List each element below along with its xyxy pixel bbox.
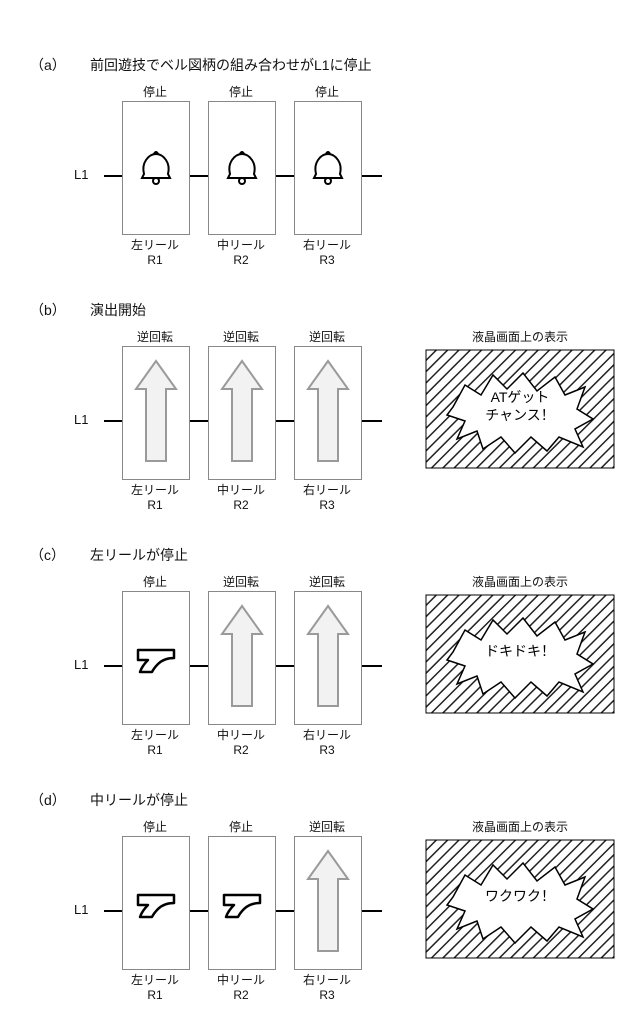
lcd-panel: 液晶画面上の表示 ATゲットチャンス！ [425,328,615,474]
section-label: （c） [30,545,65,565]
section-title: 中リールが停止 [90,790,188,810]
reel-2 [208,346,276,480]
reel-top-label: 逆回転 [208,573,274,590]
reel-top-label: 停止 [208,83,274,100]
section-title: 演出開始 [90,300,146,320]
section-label: （a） [30,55,66,75]
reel-3 [294,101,362,235]
reel-1 [122,346,190,480]
reel-area: L1停止左リールR1停止中リールR2逆回転右リールR3 [112,818,372,993]
reel-bottom-label: 右リールR3 [294,728,360,758]
winline-label: L1 [74,902,88,917]
reel-bottom-label: 中リールR2 [208,973,274,1003]
section-label: （b） [30,300,66,320]
lcd-panel: 液晶画面上の表示ドキドキ！ [425,573,615,719]
reel-bottom-label: 右リールR3 [294,238,360,268]
svg-text:ドキドキ！: ドキドキ！ [485,643,555,659]
reel-top-label: 停止 [122,573,188,590]
section-title: 左リールが停止 [90,545,188,565]
reel-3 [294,836,362,970]
reel-1 [122,836,190,970]
reel-2 [208,836,276,970]
bell-icon [123,102,189,234]
up-arrow-icon [209,347,275,479]
svg-text:ワクワク！: ワクワク！ [485,888,555,904]
reel-1 [122,591,190,725]
lcd-heading: 液晶画面上の表示 [425,818,615,835]
reel-area: L1停止左リールR1停止中リールR2停止右リールR3 [112,83,372,258]
bell-icon [209,102,275,234]
reel-top-label: 停止 [122,83,188,100]
reel-bottom-label: 左リールR1 [122,728,188,758]
reel-top-label: 逆回転 [208,328,274,345]
lcd-display: ドキドキ！ [425,594,615,714]
reel-area: L1逆回転左リールR1逆回転中リールR2逆回転右リールR3 [112,328,372,503]
section-c: （c）左リールが停止L1停止左リールR1逆回転中リールR2逆回転右リールR3液晶… [30,545,620,755]
section-d: （d）中リールが停止L1停止左リールR1停止中リールR2逆回転右リールR3液晶画… [30,790,620,1000]
reel-top-label: 逆回転 [122,328,188,345]
up-arrow-icon [295,347,361,479]
section-a: （a）前回遊技でベル図柄の組み合わせがL1に停止L1停止左リールR1停止中リール… [30,55,620,265]
reel-1 [122,101,190,235]
up-arrow-icon [123,347,189,479]
reel-top-label: 逆回転 [294,818,360,835]
reel-2 [208,101,276,235]
svg-text:ATゲット: ATゲット [491,389,550,405]
reel-top-label: 停止 [294,83,360,100]
reel-3 [294,346,362,480]
reel-bottom-label: 中リールR2 [208,728,274,758]
reel-bottom-label: 左リールR1 [122,483,188,513]
reel-top-label: 停止 [208,818,274,835]
seven-icon [209,837,275,969]
section-title: 前回遊技でベル図柄の組み合わせがL1に停止 [90,55,372,75]
lcd-heading: 液晶画面上の表示 [425,328,615,345]
seven-icon [123,592,189,724]
lcd-panel: 液晶画面上の表示ワクワク！ [425,818,615,964]
lcd-heading: 液晶画面上の表示 [425,573,615,590]
lcd-display: ワクワク！ [425,839,615,959]
reel-bottom-label: 中リールR2 [208,483,274,513]
winline-label: L1 [74,412,88,427]
section-label: （d） [30,790,66,810]
up-arrow-icon [295,837,361,969]
bell-icon [295,102,361,234]
reel-bottom-label: 右リールR3 [294,483,360,513]
reel-top-label: 停止 [122,818,188,835]
winline-label: L1 [74,167,88,182]
lcd-display: ATゲットチャンス！ [425,349,615,469]
winline-label: L1 [74,657,88,672]
up-arrow-icon [295,592,361,724]
seven-icon [123,837,189,969]
reel-top-label: 逆回転 [294,328,360,345]
reel-3 [294,591,362,725]
reel-bottom-label: 左リールR1 [122,973,188,1003]
up-arrow-icon [209,592,275,724]
section-b: （b）演出開始L1逆回転左リールR1逆回転中リールR2逆回転右リールR3液晶画面… [30,300,620,510]
reel-bottom-label: 右リールR3 [294,973,360,1003]
svg-text:チャンス！: チャンス！ [485,407,555,423]
reel-2 [208,591,276,725]
reel-bottom-label: 中リールR2 [208,238,274,268]
reel-area: L1停止左リールR1逆回転中リールR2逆回転右リールR3 [112,573,372,748]
reel-top-label: 逆回転 [294,573,360,590]
reel-bottom-label: 左リールR1 [122,238,188,268]
